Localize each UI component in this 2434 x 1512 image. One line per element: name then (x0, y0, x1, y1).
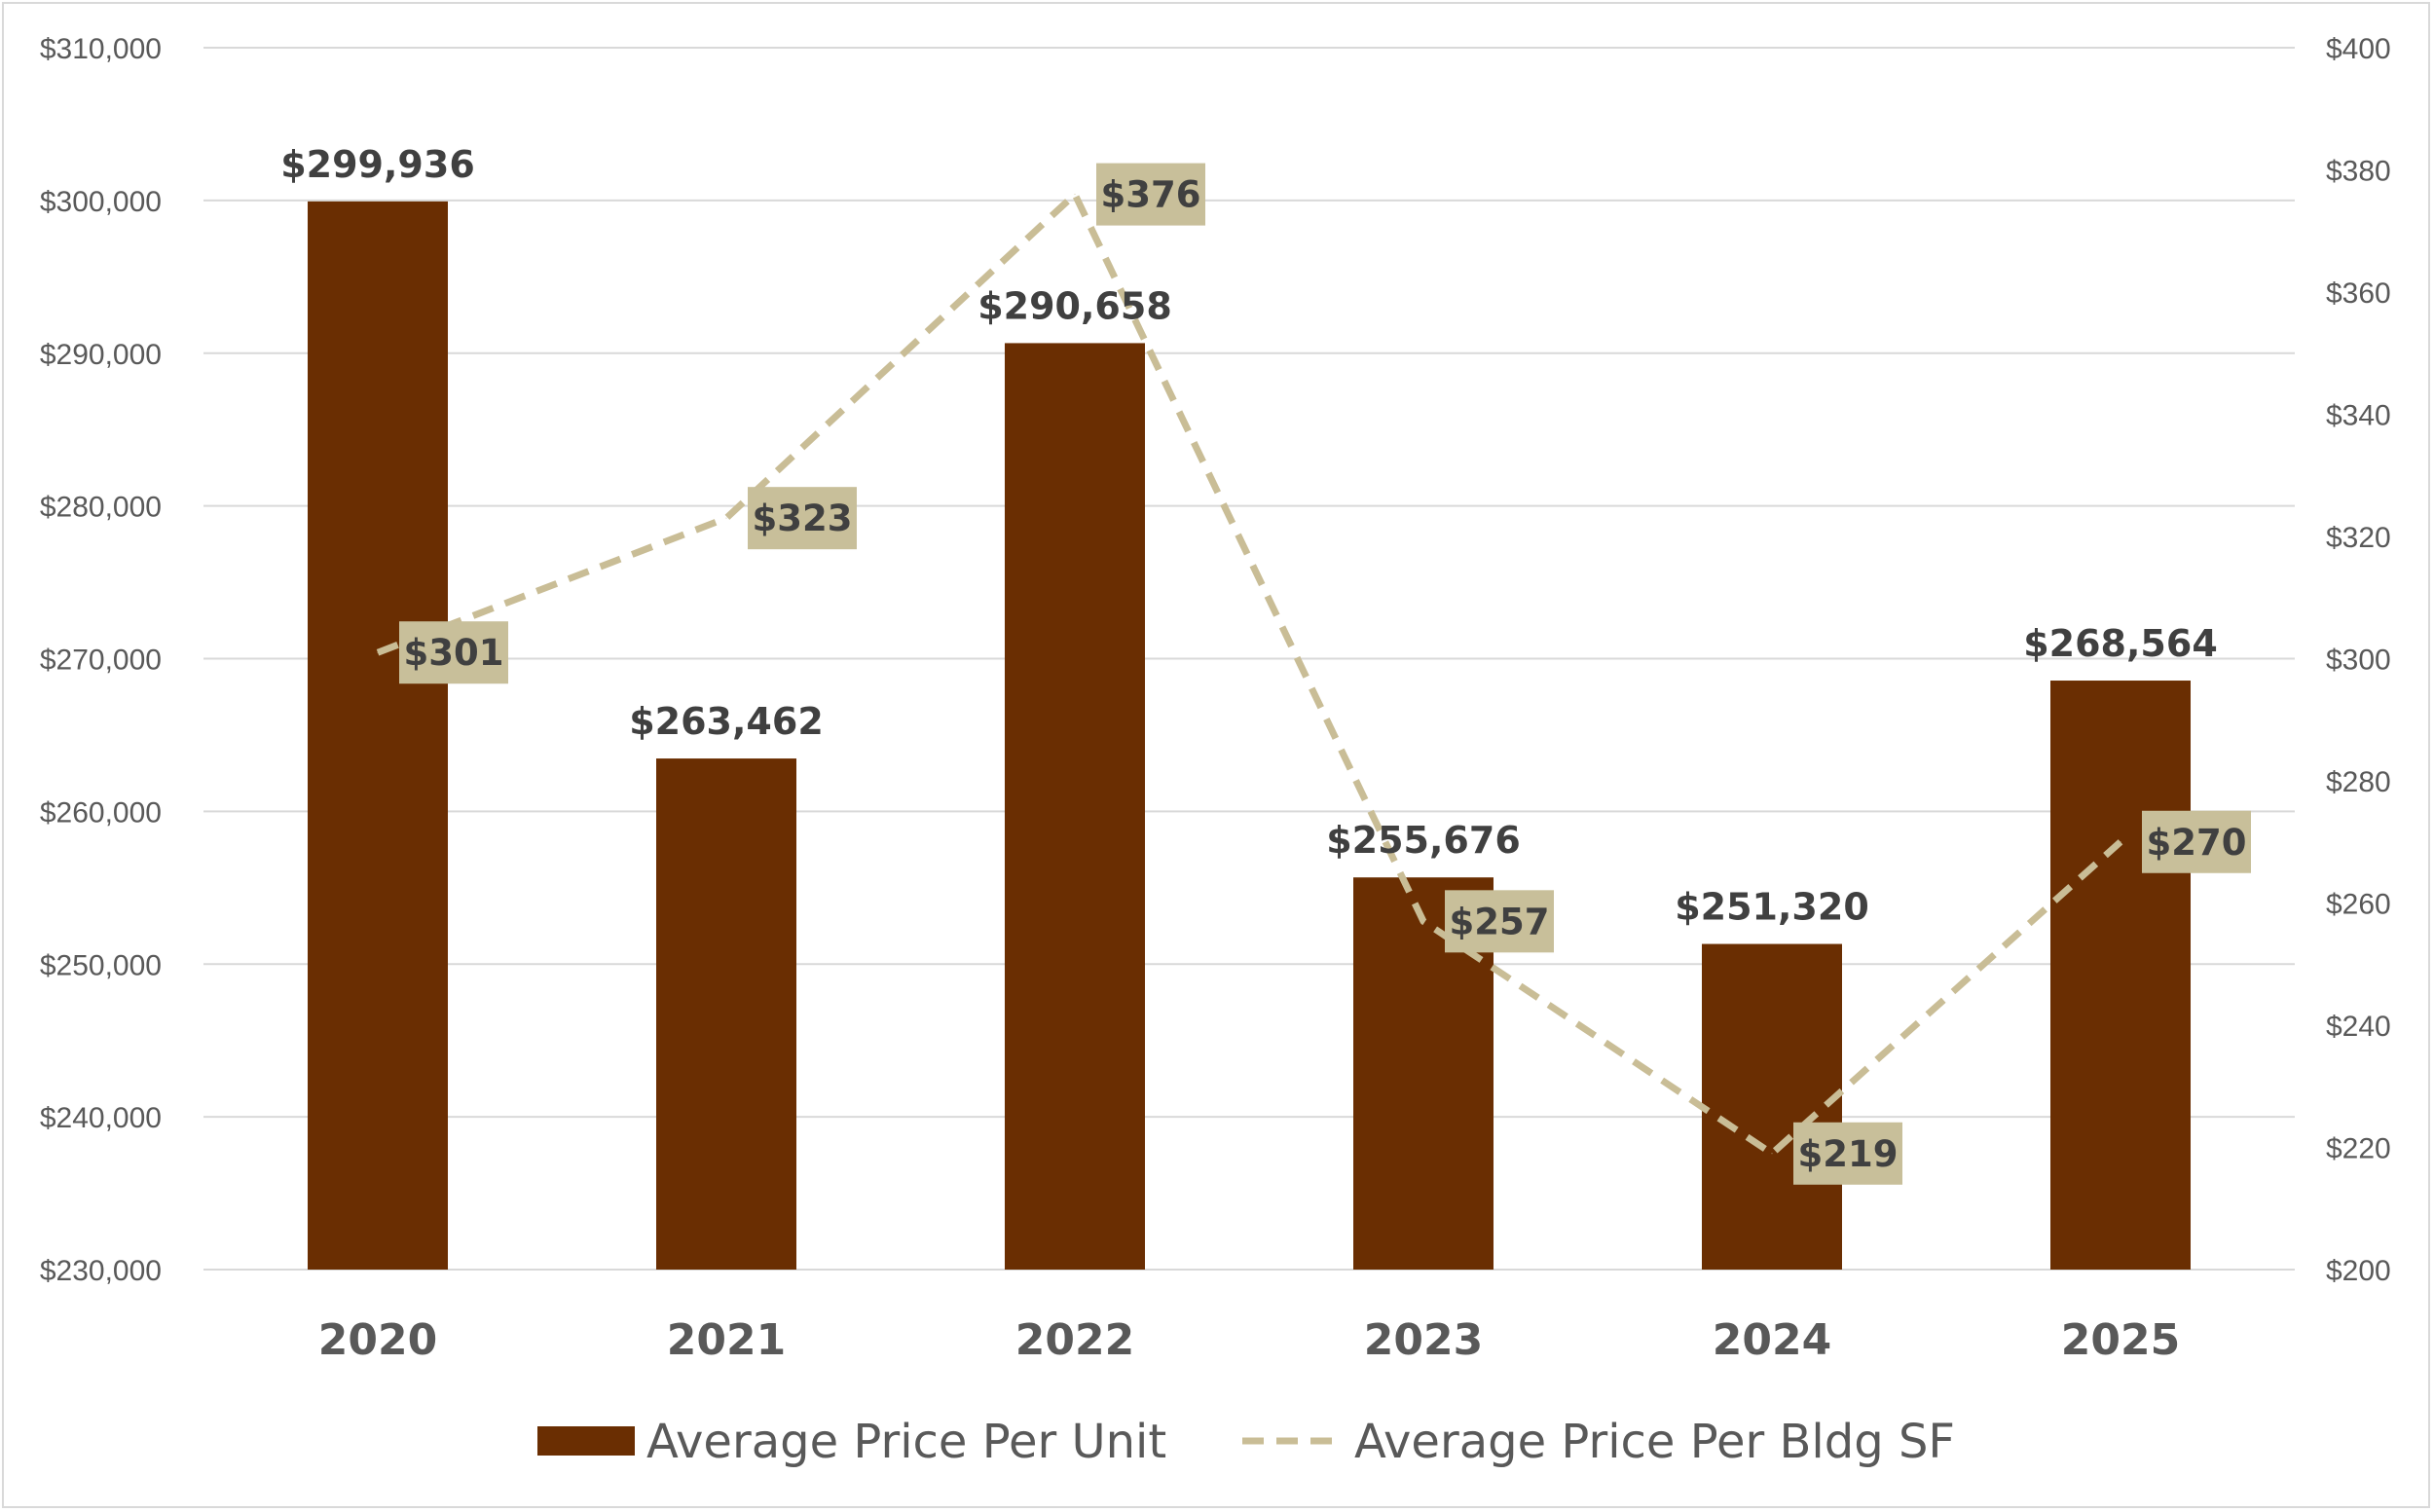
bar-data-label: $268,564 (2023, 622, 2218, 665)
y-right-tick-label: $280 (2326, 766, 2391, 798)
bar-data-label: $263,462 (629, 700, 824, 743)
x-tick-label-2025: 2025 (2061, 1315, 2180, 1365)
line-label-text: $219 (1798, 1133, 1899, 1175)
bar-2021 (656, 758, 796, 1270)
line-point-2020 (377, 651, 379, 653)
bar-2025 (2050, 681, 2191, 1270)
bar-2024 (1702, 943, 1842, 1270)
right-axis: $200 $220 $240 $260 $280 $300 $320 $340 $360 $380… (2326, 33, 2391, 1287)
x-tick-label-2021: 2021 (667, 1315, 786, 1365)
bar-data-label: $290,658 (977, 284, 1172, 327)
line-data-label: $270 (2142, 810, 2251, 873)
y-right-tick-label: $400 (2326, 33, 2391, 65)
y-left-tick-label: $260,000 (40, 796, 162, 829)
bar-2022 (1005, 343, 1145, 1270)
line-point-2024 (1771, 1153, 1773, 1155)
y-right-tick-label: $220 (2326, 1133, 2391, 1165)
y-left-tick-label: $230,000 (40, 1255, 162, 1287)
legend-label-line: Average Price Per Bldg SF (1354, 1415, 1955, 1469)
bar-data-label: $255,676 (1326, 819, 1521, 862)
line-label-box (1793, 1122, 1902, 1185)
line-data-label: $257 (1445, 890, 1554, 953)
x-tick-label-2022: 2022 (1015, 1315, 1134, 1365)
line-label-text: $301 (404, 632, 504, 674)
line-label-text: $270 (2147, 822, 2247, 864)
gridlines (203, 47, 2295, 1271)
y-left-tick-label: $240,000 (40, 1102, 162, 1134)
x-tick-label-2020: 2020 (318, 1315, 437, 1365)
bar-data-label: $299,936 (280, 143, 475, 186)
y-left-tick-label: $290,000 (40, 339, 162, 371)
line-label-text: $376 (1101, 174, 1201, 216)
line-label-text: $323 (753, 498, 853, 539)
line-label-box (1096, 163, 1205, 226)
x-axis: 2020 2021 2022 2023 2024 2025 (318, 1315, 2180, 1365)
y-right-tick-label: $380 (2326, 156, 2391, 188)
y-right-tick-label: $320 (2326, 522, 2391, 554)
data-labels: $299,936 $263,462 $290,658 $255,676 $251,320… (280, 143, 2251, 1185)
y-right-tick-label: $200 (2326, 1255, 2391, 1287)
y-left-tick-label: $270,000 (40, 645, 162, 677)
legend-label-bar: Average Price Per Unit (646, 1415, 1166, 1469)
bar-data-label: $251,320 (1675, 886, 1869, 929)
y-right-tick-label: $340 (2326, 400, 2391, 432)
line-data-label: $323 (748, 487, 857, 550)
line-data-label: $376 (1096, 163, 1205, 226)
legend: Average Price Per Unit Average Price Per… (537, 1415, 1955, 1469)
line-data-label: $219 (1793, 1122, 1902, 1185)
y-left-tick-label: $250,000 (40, 949, 162, 981)
line-label-box (2142, 810, 2251, 873)
legend-swatch-bar (537, 1426, 635, 1456)
x-tick-label-2023: 2023 (1364, 1315, 1483, 1365)
y-left-tick-label: $300,000 (40, 186, 162, 218)
line-point-2022 (1074, 194, 1076, 196)
bar-2020 (308, 201, 448, 1270)
line-label-box (1445, 890, 1554, 953)
y-right-tick-label: $360 (2326, 277, 2391, 310)
x-tick-label-2024: 2024 (1713, 1315, 1831, 1365)
line-price-per-sf (376, 191, 2123, 1158)
combo-chart: $230,000 $240,000 $250,000 $260,000 $270,000… (40, 33, 2391, 1469)
left-axis: $230,000 $240,000 $250,000 $260,000 $270,000… (40, 33, 162, 1287)
line-label-box (399, 621, 508, 684)
y-right-tick-label: $300 (2326, 645, 2391, 677)
y-left-tick-label: $280,000 (40, 492, 162, 524)
line-data-label: $301 (399, 621, 508, 684)
line-point-2021 (725, 517, 727, 519)
y-right-tick-label: $240 (2326, 1011, 2391, 1043)
line-point-2023 (1422, 920, 1424, 922)
line-label-box (748, 487, 857, 550)
line-label-text: $257 (1450, 901, 1550, 942)
y-left-tick-label: $310,000 (40, 33, 162, 65)
line-series (376, 191, 2123, 1158)
bar-series (308, 201, 2191, 1270)
y-right-tick-label: $260 (2326, 889, 2391, 921)
